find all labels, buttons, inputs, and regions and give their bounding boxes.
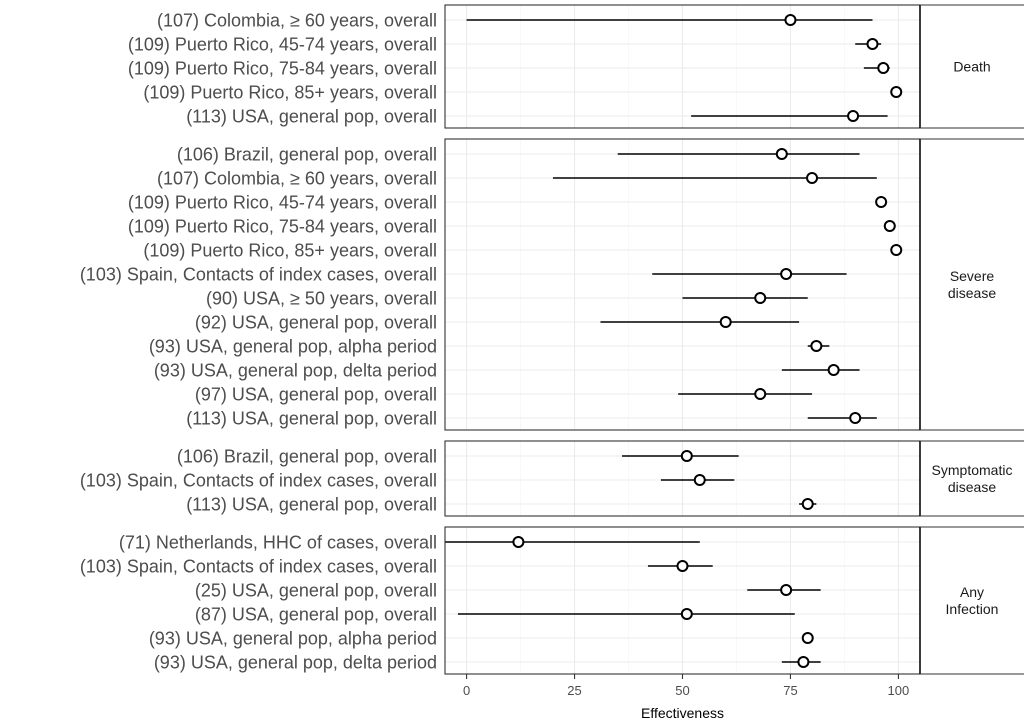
point-estimate: [890, 244, 903, 256]
x-axis-title: Effectiveness: [641, 705, 724, 721]
row-label: (87) USA, general pop, overall: [195, 605, 437, 625]
x-tick-label: 75: [783, 683, 797, 698]
x-tick-label: 25: [567, 683, 581, 698]
x-tick-label: 0: [463, 683, 470, 698]
point-estimate: [847, 110, 860, 122]
point-estimate: [676, 560, 689, 572]
row-label: (109) Puerto Rico, 45-74 years, overall: [128, 193, 437, 213]
point-estimate: [806, 172, 819, 184]
x-axis: 0 25 50 75 100: [463, 674, 909, 698]
point-estimate: [780, 268, 793, 280]
panel-0: (107) Colombia, ≥ 60 years, overall (109)…: [128, 4, 1024, 129]
row-label: (92) USA, general pop, overall: [195, 313, 437, 333]
panel-2: (106) Brazil, general pop, overall (103) …: [80, 440, 1024, 517]
row-label: (106) Brazil, general pop, overall: [177, 447, 437, 467]
row-label: (93) USA, general pop, delta period: [154, 361, 437, 381]
row-label: (71) Netherlands, HHC of cases, overall: [119, 533, 437, 553]
strip-label: Any: [960, 584, 984, 600]
row-label: (93) USA, general pop, alpha period: [149, 337, 437, 357]
strip-label: disease: [948, 285, 996, 301]
point-estimate: [693, 474, 706, 486]
row-label: (93) USA, general pop, alpha period: [149, 629, 437, 649]
row-label: (90) USA, ≥ 50 years, overall: [206, 289, 437, 309]
point-estimate: [890, 86, 903, 98]
point-estimate: [801, 632, 814, 644]
row-label: (103) Spain, Contacts of index cases, ov…: [80, 265, 437, 285]
row-label: (93) USA, general pop, delta period: [154, 653, 437, 673]
point-estimate: [827, 364, 840, 376]
point-estimate: [780, 584, 793, 596]
row-label: (107) Colombia, ≥ 60 years, overall: [157, 11, 437, 31]
row-label: (109) Puerto Rico, 75-84 years, overall: [128, 59, 437, 79]
point-estimate: [810, 340, 823, 352]
point-estimate: [775, 148, 788, 160]
strip-label: disease: [948, 479, 996, 495]
row-label: (97) USA, general pop, overall: [195, 385, 437, 405]
point-estimate: [866, 38, 879, 50]
point-estimate: [784, 14, 797, 26]
strip-label: Death: [953, 59, 990, 75]
panel-3: (71) Netherlands, HHC of cases, overall (…: [80, 526, 1024, 675]
x-tick-label: 50: [675, 683, 689, 698]
point-estimate: [883, 220, 896, 232]
row-label: (25) USA, general pop, overall: [195, 581, 437, 601]
point-estimate: [680, 450, 693, 462]
point-estimate: [797, 656, 810, 668]
point-estimate: [512, 536, 525, 548]
x-tick-label: 100: [888, 683, 910, 698]
row-label: (109) Puerto Rico, 85+ years, overall: [143, 83, 437, 103]
point-estimate: [877, 62, 890, 74]
point-estimate: [801, 498, 814, 510]
row-label: (103) Spain, Contacts of index cases, ov…: [80, 471, 437, 491]
row-label: (113) USA, general pop, overall: [186, 495, 437, 515]
strip-label: Severe: [950, 268, 995, 284]
row-label: (106) Brazil, general pop, overall: [177, 145, 437, 165]
panel-1: (106) Brazil, general pop, overall (107) …: [80, 138, 1024, 431]
row-label: (103) Spain, Contacts of index cases, ov…: [80, 557, 437, 577]
panels: (107) Colombia, ≥ 60 years, overall (109)…: [80, 4, 1024, 675]
row-label: (107) Colombia, ≥ 60 years, overall: [157, 169, 437, 189]
strip-label: Infection: [946, 601, 999, 617]
point-estimate: [849, 412, 862, 424]
row-label: (109) Puerto Rico, 85+ years, overall: [143, 241, 437, 261]
row-label: (109) Puerto Rico, 75-84 years, overall: [128, 217, 437, 237]
point-estimate: [754, 292, 767, 304]
point-estimate: [875, 196, 888, 208]
strip-label: Symptomatic: [932, 462, 1013, 478]
row-label: (113) USA, general pop, overall: [186, 107, 437, 127]
point-estimate: [754, 388, 767, 400]
point-estimate: [719, 316, 732, 328]
row-label: (109) Puerto Rico, 45-74 years, overall: [128, 35, 437, 55]
row-label: (113) USA, general pop, overall: [186, 409, 437, 429]
point-estimate: [680, 608, 693, 620]
